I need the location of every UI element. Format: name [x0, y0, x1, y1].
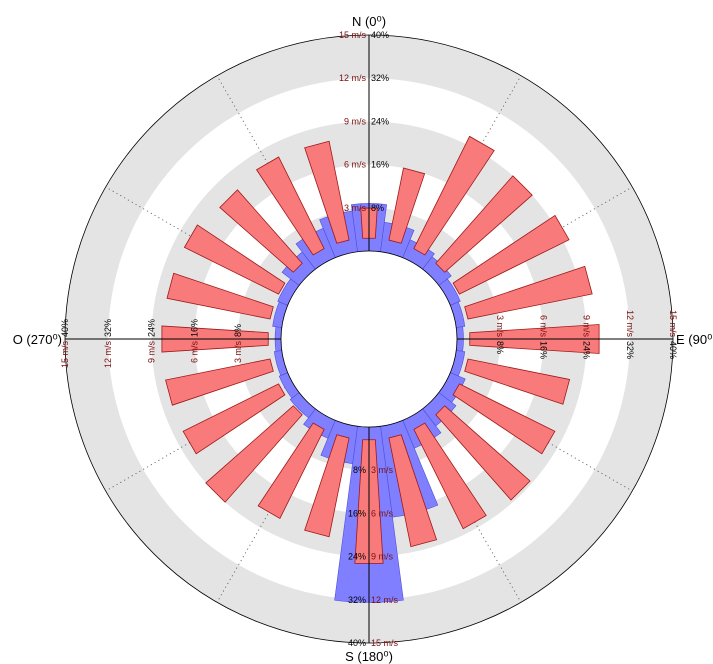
speed-tick-label: 12 m/s [625, 310, 635, 338]
north-label: N (0⁰) [352, 14, 386, 29]
speed-bar [257, 422, 325, 519]
frequency-tick-label: 40% [371, 30, 389, 40]
speed-bar [452, 383, 556, 455]
speed-bar [388, 167, 426, 244]
speed-tick-label: 15 m/s [668, 310, 678, 338]
speed-tick-label: 6 m/s [371, 508, 394, 518]
speed-bar [183, 224, 286, 295]
east-label: E (90⁰ [676, 332, 712, 347]
speed-tick-label: 3 m/s [371, 465, 394, 475]
speed-tick-label: 6 m/s [344, 160, 367, 170]
speed-tick-label: 15 m/s [339, 30, 367, 40]
speed-tick-label: 15 m/s [371, 638, 399, 648]
speed-tick-label: 12 m/s [339, 73, 367, 83]
speed-tick-label: 6 m/s [190, 341, 200, 364]
speed-tick-label: 3 m/s [344, 203, 367, 213]
speed-bar [413, 135, 495, 256]
speed-bar [452, 214, 570, 295]
frequency-tick-label: 40% [348, 638, 366, 648]
speed-tick-label: 3 m/s [495, 315, 505, 338]
south-label: S (180⁰) [345, 649, 393, 664]
frequency-tick-label: 32% [625, 341, 635, 359]
frequency-tick-label: 16% [348, 508, 366, 518]
frequency-tick-label: 24% [146, 319, 156, 337]
frequency-tick-label: 16% [538, 341, 548, 359]
frequency-tick-label: 32% [348, 595, 366, 605]
frequency-tick-label: 16% [190, 319, 200, 337]
inner-ring [280, 250, 458, 428]
speed-bar [182, 383, 286, 455]
west-label: O (270⁰) [13, 332, 62, 347]
axes [64, 34, 674, 644]
tick-labels: 3 m/s 8% 8% 3 m/s 3 m/s 8% 8% 3 m/s 6 m/s 16% 16% 6… [60, 30, 678, 648]
speed-bar [304, 434, 350, 538]
speed-tick-label: 12 m/s [371, 595, 399, 605]
speed-tick-label: 9 m/s [344, 116, 367, 126]
speed-bar [388, 434, 438, 548]
speed-bar [166, 272, 274, 320]
speed-bar [304, 140, 350, 244]
frequency-tick-label: 16% [371, 160, 389, 170]
frequency-tick-label: 8% [495, 341, 505, 354]
speed-tick-label: 9 m/s [146, 341, 156, 364]
speed-bar [413, 422, 487, 530]
speed-tick-label: 3 m/s [233, 341, 243, 364]
speed-tick-label: 9 m/s [582, 315, 592, 338]
speed-bar [205, 405, 303, 503]
speed-bar [435, 175, 533, 273]
frequency-tick-label: 40% [668, 341, 678, 359]
frequency-tick-label: 24% [348, 552, 366, 562]
frequency-tick-label: 24% [582, 341, 592, 359]
speed-bar [165, 358, 274, 406]
speed-tick-label: 6 m/s [538, 315, 548, 338]
frequency-tick-label: 24% [371, 116, 389, 126]
speed-bar [255, 156, 325, 256]
frequency-tick-label: 32% [371, 73, 389, 83]
speed-bar [219, 189, 303, 273]
frequency-tick-label: 8% [353, 465, 366, 475]
compass-labels: N (0⁰) S (180⁰) E (90⁰ O (270⁰) [13, 14, 713, 664]
frequency-tick-label: 8% [371, 203, 384, 213]
speed-bar [464, 265, 593, 320]
outer-ring [64, 34, 674, 644]
frequency-tick-label: 8% [233, 324, 243, 337]
speed-bar [464, 358, 571, 405]
speed-tick-label: 9 m/s [371, 552, 394, 562]
speed-tick-label: 15 m/s [60, 341, 70, 369]
speed-bar [435, 405, 531, 501]
speed-tick-label: 12 m/s [103, 341, 113, 369]
frequency-tick-label: 32% [103, 319, 113, 337]
frequency-tick-label: 40% [60, 319, 70, 337]
